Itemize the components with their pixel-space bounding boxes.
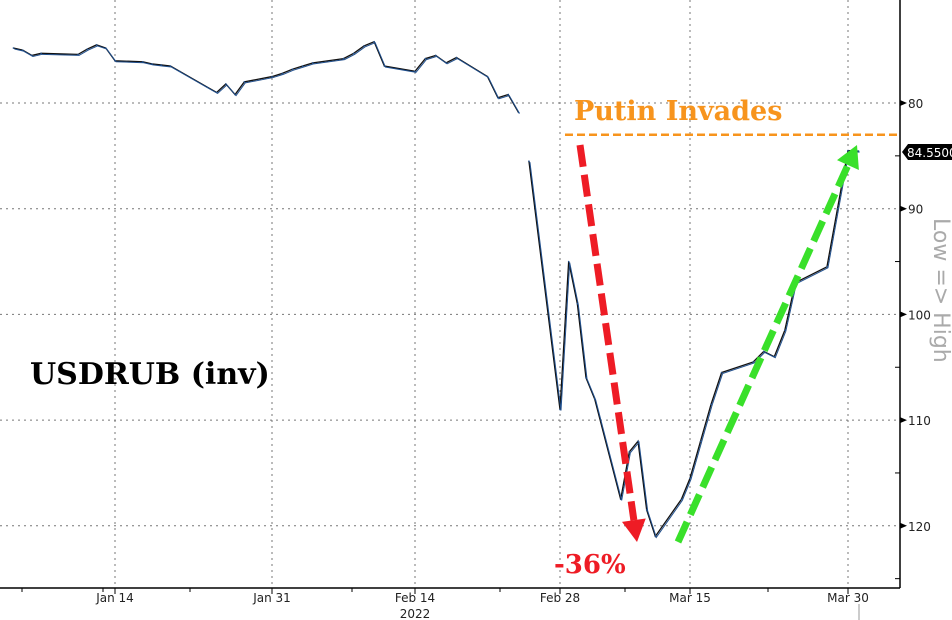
y-tick-label: 90 xyxy=(908,203,923,217)
data-point xyxy=(301,65,304,67)
data-point xyxy=(151,63,153,65)
data-point xyxy=(86,48,89,50)
data-point xyxy=(654,535,657,538)
data-point xyxy=(559,408,561,411)
data-point xyxy=(680,498,683,501)
data-point xyxy=(784,329,786,332)
data-point xyxy=(628,451,631,453)
x-tick-label: Feb 14 xyxy=(395,591,435,605)
data-point xyxy=(373,40,375,43)
data-point xyxy=(567,260,570,263)
data-point xyxy=(12,47,15,49)
data-point xyxy=(95,44,98,46)
data-point xyxy=(507,93,510,96)
axes: 80 90 100 110 120 Jan 14 Jan 31 Feb 14 Feb 28 Mar… xyxy=(0,0,931,620)
year-label: 2022 xyxy=(400,607,431,620)
data-point xyxy=(445,62,447,64)
data-point xyxy=(826,266,828,268)
data-point xyxy=(847,149,849,152)
x-tick-label: Mar 30 xyxy=(827,591,869,605)
data-point xyxy=(31,54,33,57)
data-point xyxy=(486,75,489,78)
data-point xyxy=(720,371,723,374)
data-point xyxy=(528,160,530,162)
last-value-badge: 84.5500 xyxy=(902,144,952,160)
data-point xyxy=(104,47,107,49)
data-point xyxy=(689,477,691,480)
data-point xyxy=(645,509,648,511)
x-tick-label: Jan 14 xyxy=(95,591,134,605)
data-point xyxy=(243,81,246,83)
decline-arrow-shaft xyxy=(576,144,638,521)
data-point xyxy=(857,150,860,152)
event-label: Putin Invades xyxy=(574,96,782,127)
series-line xyxy=(13,40,520,113)
data-point xyxy=(21,49,24,51)
data-point xyxy=(291,68,294,70)
data-point xyxy=(363,45,365,47)
data-point xyxy=(710,403,712,406)
recovery-arrow-shaft xyxy=(674,163,852,544)
data-point xyxy=(271,75,273,78)
y-tick-mark xyxy=(900,417,907,424)
data-point xyxy=(424,57,427,60)
data-point xyxy=(576,303,579,305)
data-point xyxy=(773,355,776,358)
data-point xyxy=(497,96,499,99)
series-line-blue xyxy=(529,151,860,539)
y-tick-mark xyxy=(900,205,907,212)
data-point xyxy=(352,52,355,55)
annotations xyxy=(565,133,900,544)
x-tick-label: Feb 28 xyxy=(540,591,580,605)
data-point xyxy=(517,111,520,114)
x-tick-label: Jan 31 xyxy=(252,591,291,605)
data-point xyxy=(593,398,596,400)
data-point xyxy=(281,72,284,75)
y-tick-label: 110 xyxy=(908,414,931,428)
data-point xyxy=(383,65,386,67)
data-point xyxy=(619,498,622,501)
data-point xyxy=(77,53,79,56)
data-point xyxy=(234,93,236,96)
data-point xyxy=(40,52,42,55)
data-point xyxy=(836,207,839,210)
data-point xyxy=(225,83,227,85)
grid xyxy=(0,0,900,588)
data-point xyxy=(342,57,345,60)
y-tick-mark xyxy=(900,522,907,529)
data-point xyxy=(699,440,702,443)
data-point xyxy=(637,440,639,443)
data-point xyxy=(434,54,437,57)
data-point xyxy=(455,56,458,59)
y-tick-label: 100 xyxy=(908,308,931,322)
series-line-blue xyxy=(14,42,521,114)
decline-label: -36% xyxy=(554,550,626,580)
data-point xyxy=(169,65,172,67)
data-point xyxy=(114,59,116,62)
y-tick-label: 120 xyxy=(908,520,931,534)
data-point xyxy=(414,70,416,73)
data-point xyxy=(141,60,144,63)
data-point xyxy=(215,91,218,94)
decline-arrow-head xyxy=(621,518,646,542)
data-point xyxy=(762,350,765,353)
chart-title: USDRUB (inv) xyxy=(30,357,270,392)
y-axis-label: Low => High xyxy=(928,218,952,363)
data-point xyxy=(312,62,314,64)
y-tick-label: 80 xyxy=(908,97,923,111)
y-tick-mark xyxy=(900,311,907,318)
data-point xyxy=(585,377,587,379)
last-value-label: 84.5500 xyxy=(907,146,952,160)
recovery-arrow-head xyxy=(837,145,859,170)
x-tick-label: Mar 15 xyxy=(669,591,711,605)
series-line xyxy=(528,149,859,538)
data-point xyxy=(160,64,162,66)
data-point xyxy=(178,70,181,73)
y-tick-mark xyxy=(900,100,907,106)
data-point xyxy=(752,361,754,363)
data-point xyxy=(206,86,209,88)
